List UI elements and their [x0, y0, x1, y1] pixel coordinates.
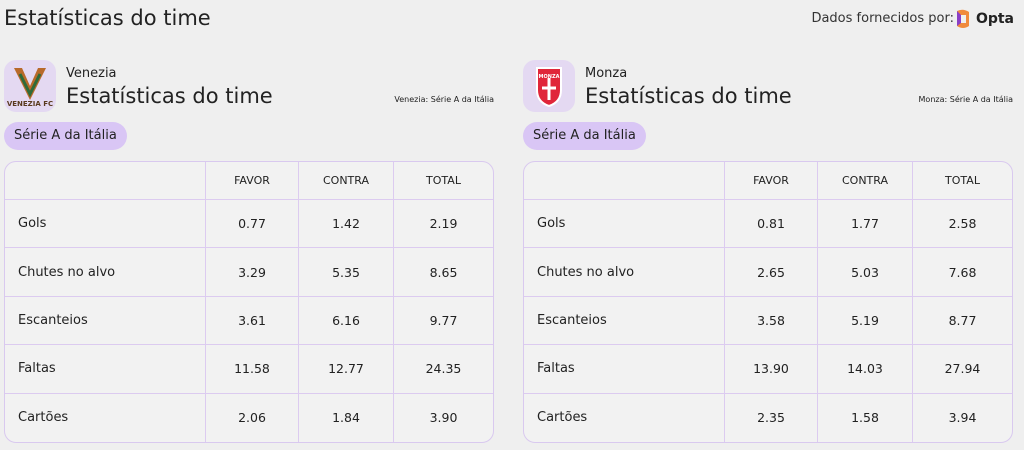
row-label: Gols	[524, 200, 725, 249]
logo-crest	[14, 68, 46, 100]
column-header: FAVOR	[206, 162, 299, 200]
stat-value: 5.35	[299, 248, 394, 297]
stat-value: 5.03	[818, 248, 913, 297]
row-label: Faltas	[524, 345, 725, 394]
logo-text: MONZA	[538, 74, 560, 80]
stat-value: 3.29	[206, 248, 299, 297]
stat-value: 13.90	[725, 345, 818, 394]
stat-value: 8.65	[394, 248, 493, 297]
stat-value: 24.35	[394, 345, 493, 394]
stat-value: 3.90	[429, 410, 458, 426]
header-cell	[524, 162, 725, 200]
column-header: CONTRA	[299, 162, 394, 200]
stat-value: 6.16	[299, 296, 394, 346]
row-label: Gols	[5, 200, 206, 249]
opta-icon	[956, 9, 969, 28]
stat-value: 1.58	[818, 393, 913, 442]
stat-value: 8.77	[913, 297, 1012, 346]
stat-value: 2.35	[725, 393, 818, 442]
section-title: Estatísticas do time	[66, 84, 273, 108]
stat-value: 7.68	[913, 248, 1012, 297]
stat-value: 1.42	[299, 200, 394, 249]
stats-table: FAVOR CONTRA TOTAL Gols 0.77 1.42 2.19 Chutes n…	[4, 161, 494, 443]
stat-value: 12.77	[299, 345, 394, 394]
team-name: Venezia	[66, 66, 117, 81]
row-label: Escanteios	[5, 296, 206, 346]
stats-table: FAVOR CONTRA TOTAL Gols 0.81 1.77 2.58 Chutes n…	[523, 161, 1013, 443]
page-title: Estatísticas do time	[4, 6, 211, 30]
stat-value: 2.06	[206, 393, 299, 442]
row-label: Chutes no alvo	[524, 248, 725, 297]
provider-name: Opta	[975, 11, 1014, 27]
stat-value: 3.58	[725, 296, 818, 346]
row-label: Chutes no alvo	[5, 248, 206, 297]
provider-label: Dados fornecidos por:	[811, 11, 954, 26]
column-header: TOTAL	[913, 162, 1012, 200]
stat-value: 14.03	[818, 345, 913, 394]
row-label: Cartões	[524, 393, 725, 442]
stat-value: 3.61	[206, 296, 299, 346]
team-logo: VENEZIA FC	[4, 60, 56, 112]
column-header: TOTAL	[394, 162, 493, 200]
provider-logo: Opta	[953, 8, 1014, 30]
stat-value: 3.94	[948, 410, 977, 426]
stat-value: 1.84	[299, 393, 394, 442]
competition-note: Monza: Série A da Itália	[918, 95, 1013, 104]
logo-text: VENEZIA FC	[6, 100, 54, 108]
section-title: Estatísticas do time	[585, 84, 792, 108]
header-cell	[5, 162, 206, 200]
stat-value: 1.77	[818, 200, 913, 249]
competition-note: Venezia: Série A da Itália	[394, 95, 494, 104]
competition-pill: Série A da Itália	[4, 122, 127, 150]
logo-crest	[536, 67, 562, 108]
competition-pill: Série A da Itália	[523, 122, 646, 150]
stat-value: 2.19	[394, 200, 493, 249]
stat-value: 2.65	[725, 248, 818, 297]
stat-value: 0.81	[725, 200, 818, 249]
team-panel: MONZA Monza Estatísticas do time Monza: Sér…	[523, 60, 1013, 443]
stat-value: 0.77	[206, 200, 299, 249]
stat-value: 11.58	[206, 345, 299, 394]
stat-value: 9.77	[394, 297, 493, 346]
team-logo: MONZA	[523, 60, 575, 112]
column-header: FAVOR	[725, 162, 818, 200]
row-label: Faltas	[5, 345, 206, 394]
team-panel: VENEZIA FC Venezia Estatísticas do time Ven…	[4, 60, 494, 443]
stat-value: 2.58	[913, 200, 1012, 249]
stat-value: 5.19	[818, 296, 913, 346]
stat-value: 27.94	[913, 345, 1012, 394]
team-name: Monza	[585, 66, 628, 81]
row-label: Cartões	[5, 393, 206, 442]
column-header: CONTRA	[818, 162, 913, 200]
row-label: Escanteios	[524, 296, 725, 346]
